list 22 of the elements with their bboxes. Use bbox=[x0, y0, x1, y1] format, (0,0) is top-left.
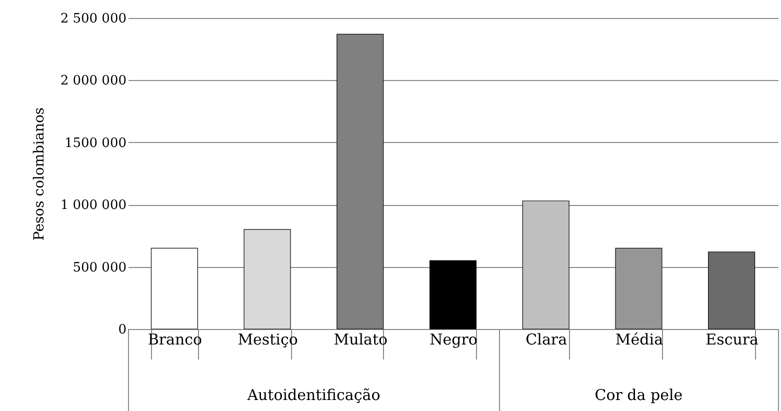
x-tick-label: Escura bbox=[706, 330, 759, 348]
x-tick-label: Média bbox=[615, 330, 664, 348]
x-tick-label: Negro bbox=[430, 330, 478, 348]
bar bbox=[615, 248, 662, 330]
y-tick-label: 1500 000 bbox=[64, 136, 126, 151]
bar bbox=[244, 229, 291, 330]
bar bbox=[150, 248, 198, 330]
x-tick-label: Mestiço bbox=[238, 330, 298, 348]
y-tick-label: 0 bbox=[118, 322, 126, 338]
x-tick-label: Branco bbox=[148, 330, 202, 348]
x-tick-label: Clara bbox=[526, 330, 568, 348]
bar bbox=[522, 200, 570, 330]
x-tick-label: Mulato bbox=[334, 330, 388, 348]
text: Cor da pele bbox=[594, 386, 684, 404]
text: Autoidentificação bbox=[246, 386, 382, 404]
y-tick-label: 500 000 bbox=[72, 260, 126, 276]
bar bbox=[429, 260, 477, 330]
y-tick-label: 1 000 000 bbox=[60, 198, 126, 214]
y-tick-label: 2 000 000 bbox=[60, 74, 126, 89]
y-axis-title: Pesos colombianos bbox=[31, 107, 48, 241]
bar bbox=[708, 252, 756, 330]
y-tick-label: 2 500 000 bbox=[60, 12, 126, 26]
